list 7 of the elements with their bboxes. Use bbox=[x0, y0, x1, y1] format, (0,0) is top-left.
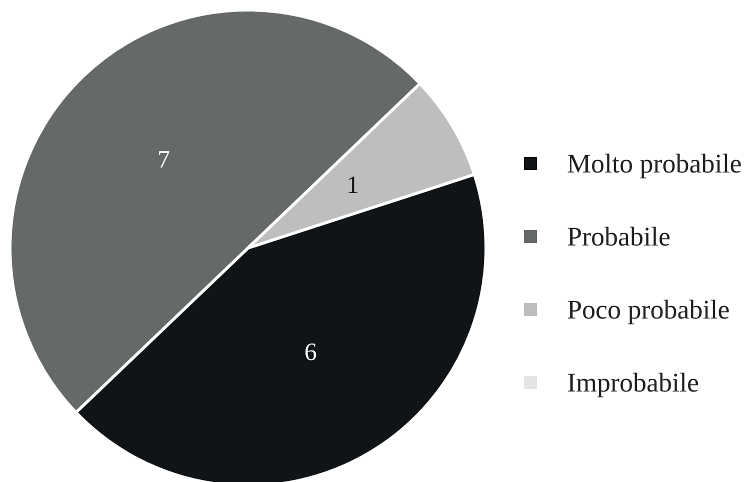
data-label: 6 bbox=[304, 339, 317, 366]
data-label: 7 bbox=[157, 146, 170, 174]
data-label: 1 bbox=[346, 172, 359, 199]
legend-label: Molto probabile bbox=[567, 148, 742, 178]
legend-label: Poco probabile bbox=[567, 294, 730, 324]
legend-label: Probabile bbox=[567, 222, 670, 252]
legend-label: Improbabile bbox=[567, 368, 699, 398]
